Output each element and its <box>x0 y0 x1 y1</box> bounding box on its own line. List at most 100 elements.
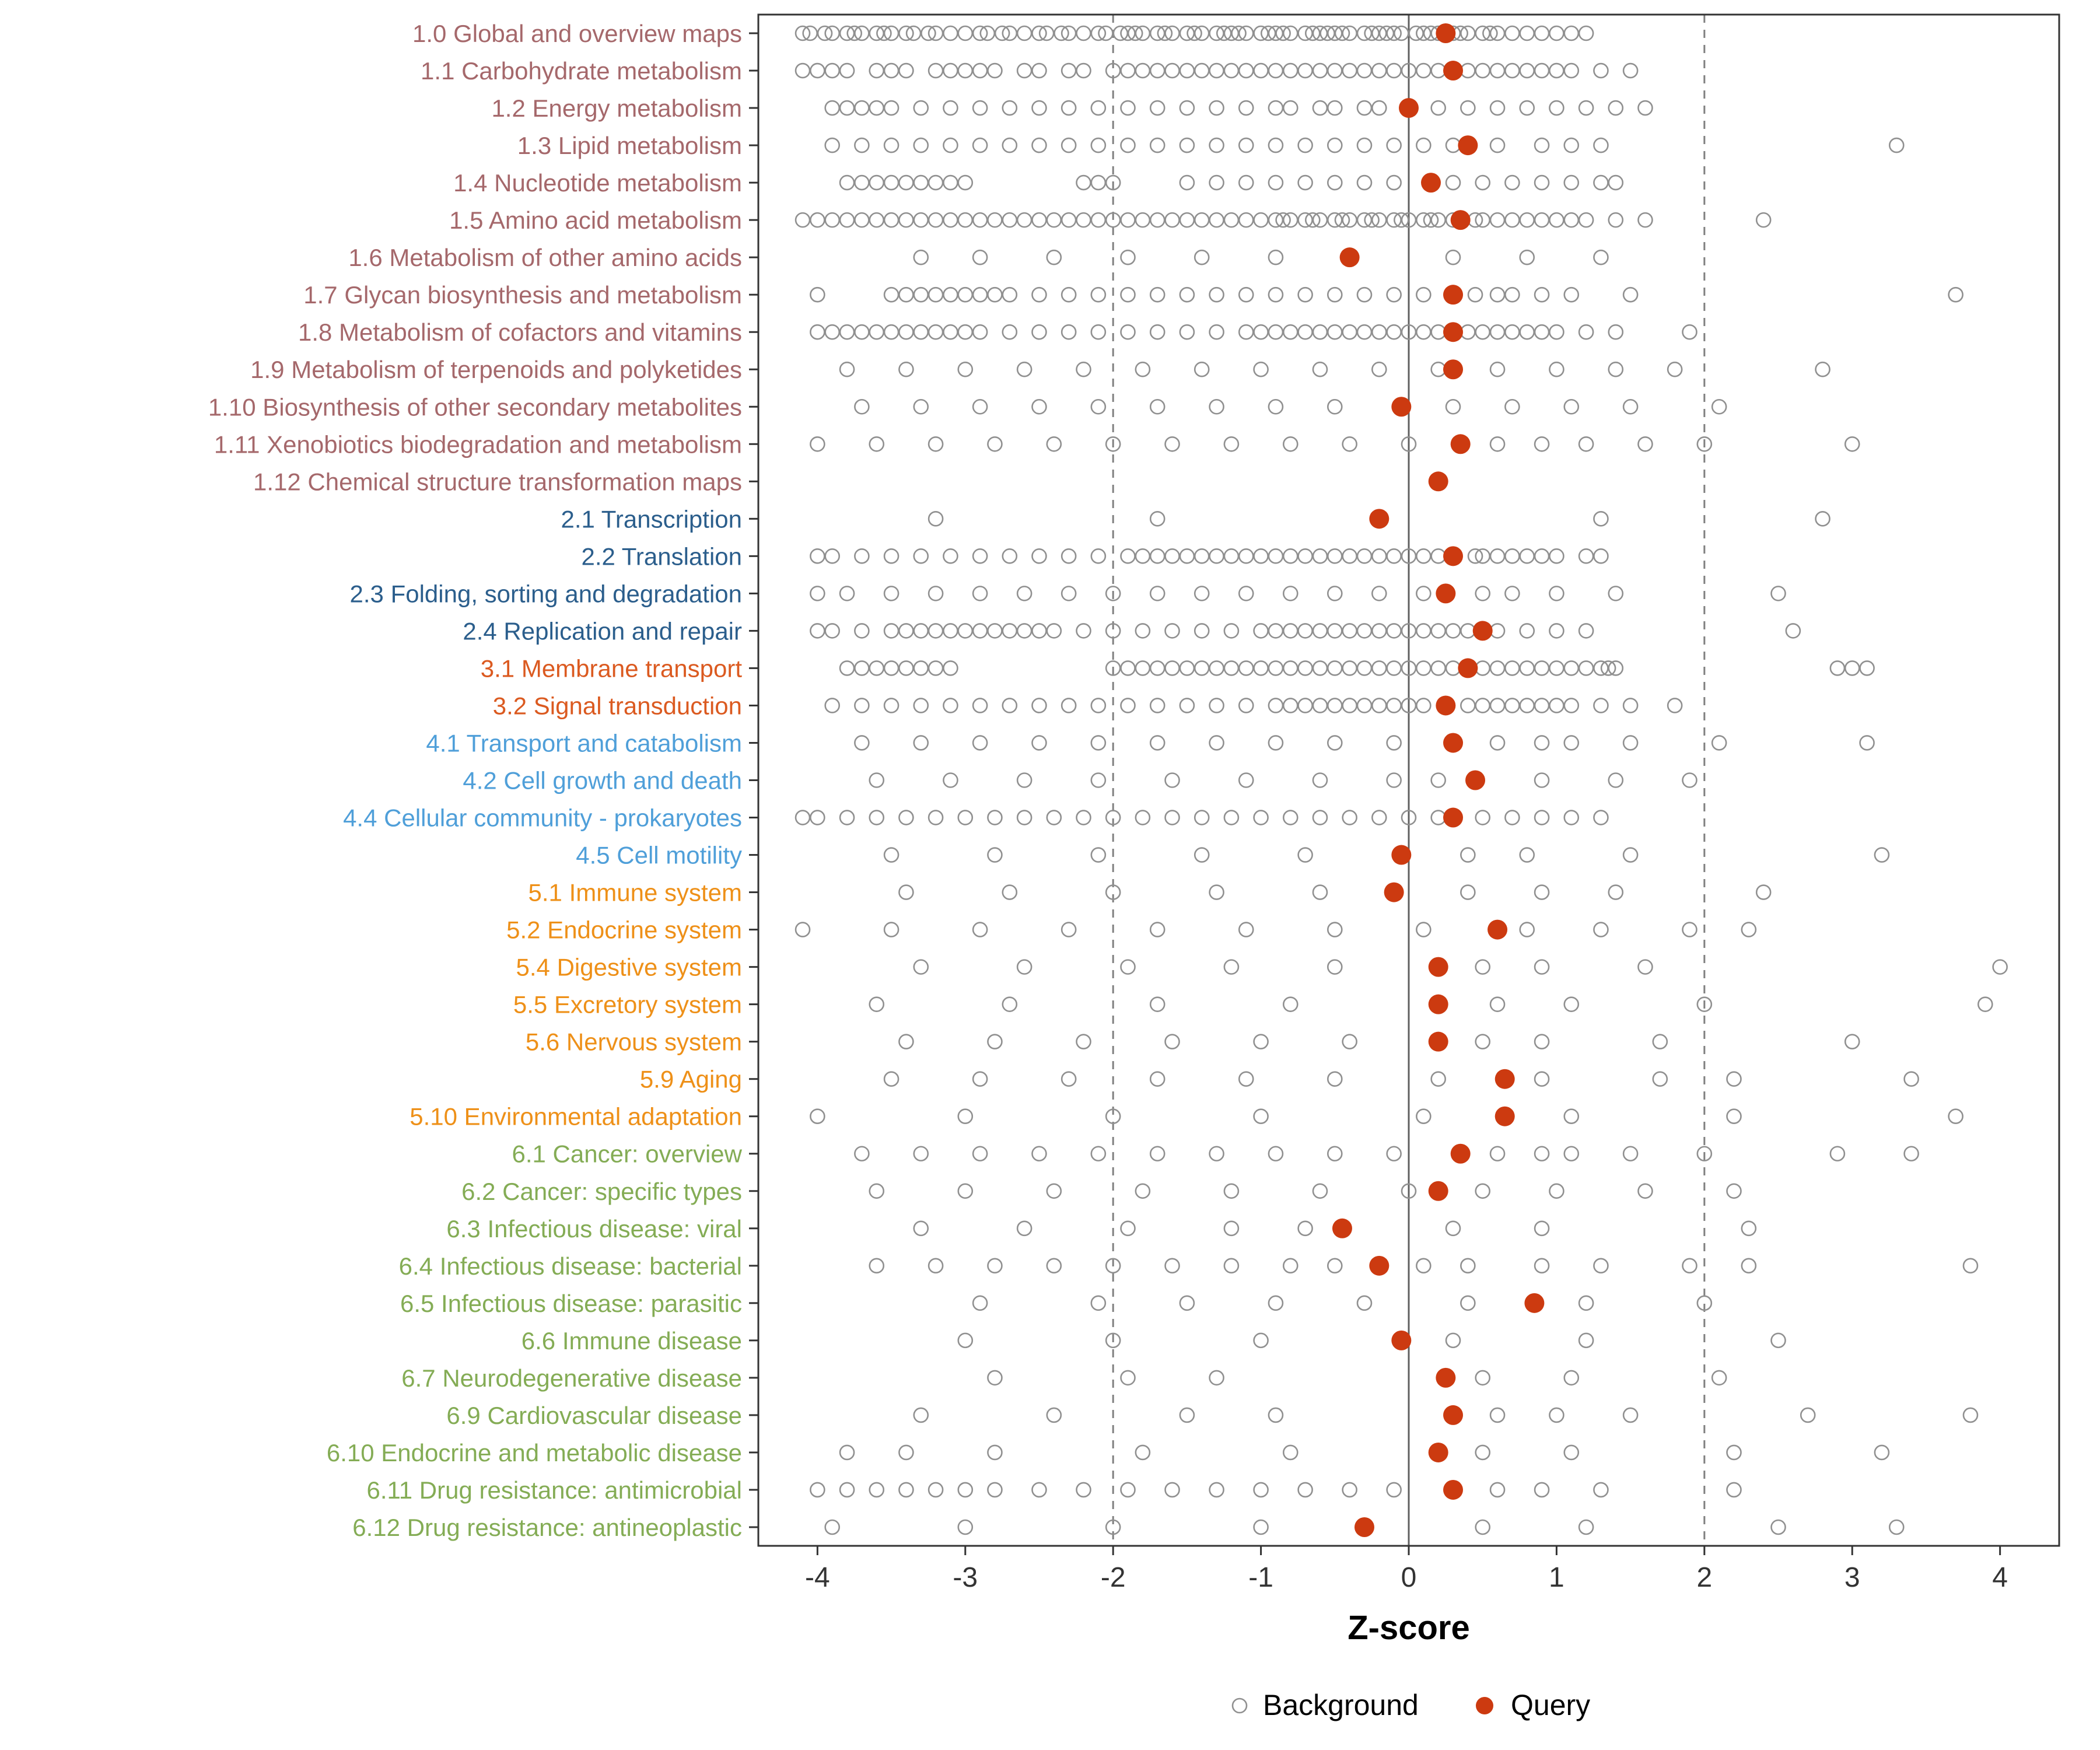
background-point <box>1593 1482 1609 1498</box>
background-point <box>1608 361 1624 377</box>
background-point <box>1386 698 1402 713</box>
background-point <box>1105 62 1121 79</box>
background-point <box>1364 25 1380 41</box>
background-point <box>898 286 914 303</box>
background-point <box>854 100 870 116</box>
background-point <box>1253 324 1269 340</box>
background-point <box>1386 174 1402 191</box>
background-point <box>1741 1258 1757 1274</box>
background-point <box>1238 62 1254 79</box>
background-point <box>1149 1146 1166 1162</box>
category-label: 5.9 Aging <box>640 1066 742 1093</box>
background-point <box>1608 772 1624 788</box>
background-point <box>1534 286 1550 303</box>
background-point <box>839 586 855 601</box>
background-point <box>1179 212 1195 228</box>
background-point <box>1090 548 1107 564</box>
background-point <box>1076 623 1091 639</box>
background-point <box>1223 1220 1240 1237</box>
background-point <box>1135 212 1151 228</box>
background-point <box>1209 735 1224 751</box>
background-point <box>1149 1071 1166 1087</box>
background-point <box>1563 996 1580 1012</box>
background-point <box>987 1034 1003 1049</box>
category-label: 6.3 Infectious disease: viral <box>446 1215 742 1242</box>
background-point <box>817 25 833 41</box>
background-point <box>1326 174 1343 191</box>
background-point <box>1326 212 1343 228</box>
background-point <box>913 249 929 265</box>
background-point <box>1076 1482 1091 1498</box>
background-point <box>943 324 958 340</box>
background-point <box>1031 286 1047 303</box>
background-point <box>1120 959 1136 975</box>
background-point <box>1549 698 1564 713</box>
background-point <box>1326 922 1343 937</box>
x-tick-label: 4 <box>1992 1562 2008 1593</box>
background-point <box>1371 324 1387 340</box>
background-point <box>1401 810 1417 825</box>
background-point <box>1489 1407 1506 1423</box>
background-point <box>1326 286 1343 303</box>
background-point <box>1002 286 1018 303</box>
background-point <box>1046 1258 1062 1274</box>
background-point <box>1578 25 1594 41</box>
background-point <box>1002 996 1018 1012</box>
query-point <box>1443 1479 1464 1500</box>
background-point <box>1238 772 1254 788</box>
background-point <box>1342 698 1357 713</box>
background-point <box>1489 100 1506 116</box>
background-point <box>1135 62 1151 79</box>
background-point <box>1534 1071 1550 1087</box>
background-point <box>824 62 841 79</box>
background-point <box>1164 660 1180 676</box>
background-point <box>972 398 988 415</box>
background-point <box>1475 1370 1491 1386</box>
background-point <box>1275 212 1291 228</box>
x-tick-label: 0 <box>1401 1562 1417 1593</box>
background-point <box>1356 62 1373 79</box>
background-point <box>1460 100 1476 116</box>
background-point <box>1046 1407 1062 1423</box>
query-point <box>1443 733 1464 753</box>
background-point <box>1962 1258 1979 1274</box>
background-point <box>1282 25 1298 41</box>
background-point <box>1563 137 1580 153</box>
background-point <box>1194 25 1210 41</box>
query-point <box>1488 919 1508 940</box>
background-point <box>928 436 944 452</box>
background-point <box>1253 361 1269 377</box>
background-point <box>1356 212 1373 228</box>
background-point <box>1275 25 1291 41</box>
query-point <box>1428 994 1448 1014</box>
background-point <box>972 25 988 41</box>
background-point <box>1563 1146 1580 1162</box>
background-point <box>1489 548 1506 564</box>
background-point <box>1401 62 1417 79</box>
background-point <box>1534 1220 1550 1237</box>
background-point <box>1253 1108 1269 1125</box>
background-point <box>1475 212 1491 228</box>
background-point <box>1297 286 1313 303</box>
background-point <box>1297 174 1313 191</box>
background-point <box>854 1146 870 1162</box>
category-label: 3.1 Membrane transport <box>481 654 743 682</box>
category-label: 1.9 Metabolism of terpenoids and polyket… <box>250 356 742 383</box>
background-point <box>1209 884 1224 900</box>
background-point <box>928 623 944 639</box>
query-point <box>1428 471 1448 492</box>
background-point <box>869 174 885 191</box>
category-label: 6.6 Immune disease <box>522 1327 742 1354</box>
background-point <box>1060 100 1077 116</box>
background-point <box>1726 1444 1742 1461</box>
background-point <box>1209 212 1224 228</box>
background-point <box>972 1071 988 1087</box>
background-point <box>1060 586 1077 601</box>
background-point <box>957 324 974 340</box>
background-point <box>1253 1519 1269 1535</box>
background-point <box>1297 660 1313 676</box>
background-point <box>1563 1108 1580 1125</box>
background-point <box>854 735 870 751</box>
background-point <box>824 324 841 340</box>
